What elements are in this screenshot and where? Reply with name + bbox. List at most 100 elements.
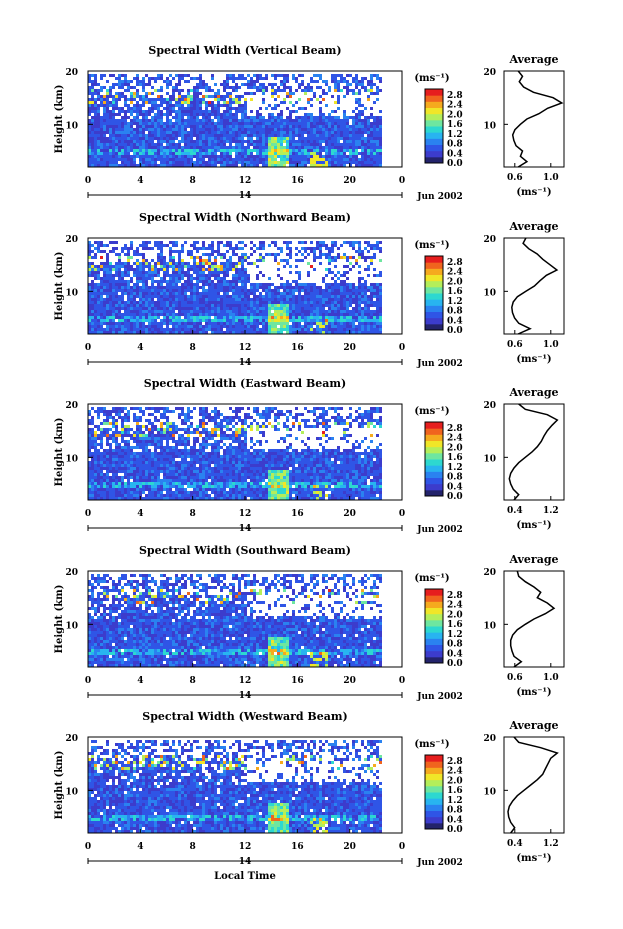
heatmap-cell	[91, 143, 94, 146]
heatmap-cell	[112, 101, 115, 104]
heatmap-cell	[196, 137, 199, 140]
heatmap-cell	[196, 268, 199, 271]
heatmap-cell	[175, 319, 178, 322]
heatmap-cell	[367, 80, 370, 83]
heatmap-cell	[88, 140, 91, 143]
heatmap-cell	[148, 161, 151, 164]
heatmap-cell	[205, 253, 208, 256]
heatmap-cell	[247, 149, 250, 152]
heatmap-cell	[223, 310, 226, 313]
heatmap-cell	[358, 89, 361, 92]
heatmap-cell	[364, 322, 367, 325]
heatmap-cell	[199, 280, 202, 283]
heatmap-cell	[205, 86, 208, 89]
heatmap-cell	[160, 280, 163, 283]
heatmap-cell	[124, 128, 127, 131]
heatmap-cell	[112, 119, 115, 122]
heatmap-cell	[136, 122, 139, 125]
heatmap-cell	[187, 125, 190, 128]
heatmap-cell	[94, 122, 97, 125]
heatmap-cell	[295, 310, 298, 313]
heatmap-cell	[337, 80, 340, 83]
heatmap-cell	[229, 259, 232, 262]
heatmap-cell	[223, 292, 226, 295]
heatmap-cell	[91, 98, 94, 101]
heatmap-cell	[250, 304, 253, 307]
heatmap-cell	[199, 247, 202, 250]
heatmap-cell	[112, 313, 115, 316]
heatmap-cell	[274, 158, 277, 161]
heatmap-cell	[325, 319, 328, 322]
heatmap-cell	[124, 74, 127, 77]
heatmap-cell	[148, 310, 151, 313]
heatmap-cell	[151, 137, 154, 140]
heatmap-cell	[127, 158, 130, 161]
heatmap-cell	[298, 298, 301, 301]
heatmap-cell	[151, 268, 154, 271]
heatmap-cell	[319, 286, 322, 289]
heatmap-cell	[325, 410, 328, 413]
heatmap-cell	[283, 128, 286, 131]
heatmap-cell	[211, 410, 214, 413]
heatmap-cell	[379, 295, 382, 298]
heatmap-cell	[205, 149, 208, 152]
heatmap-cell	[358, 113, 361, 116]
heatmap-cell	[376, 86, 379, 89]
heatmap-cell	[145, 407, 148, 410]
heatmap-cell	[241, 313, 244, 316]
heatmap-cell	[262, 304, 265, 307]
heatmap-cell	[235, 413, 238, 416]
heatmap-cell	[322, 407, 325, 410]
heatmap-cell	[118, 98, 121, 101]
heatmap-cell	[310, 149, 313, 152]
heatmap-cell	[166, 274, 169, 277]
heatmap-cell	[307, 83, 310, 86]
heatmap-cell	[196, 101, 199, 104]
heatmap-cell	[133, 307, 136, 310]
heatmap-cell	[349, 292, 352, 295]
heatmap-cell	[145, 158, 148, 161]
heatmap-cell	[109, 289, 112, 292]
heatmap-cell	[286, 119, 289, 122]
heatmap-cell	[157, 137, 160, 140]
heatmap-cell	[124, 101, 127, 104]
heatmap-cell	[211, 128, 214, 131]
heatmap-cell	[349, 155, 352, 158]
heatmap-cell	[115, 301, 118, 304]
heatmap-cell	[358, 158, 361, 161]
heatmap-cell	[148, 134, 151, 137]
heatmap-cell	[142, 77, 145, 80]
heatmap-cell	[253, 295, 256, 298]
heatmap-cell	[136, 286, 139, 289]
heatmap-cell	[259, 413, 262, 416]
heatmap-cell	[241, 319, 244, 322]
heatmap-cell	[109, 110, 112, 113]
heatmap-cell	[193, 119, 196, 122]
heatmap-cell	[322, 316, 325, 319]
heatmap-cell	[202, 289, 205, 292]
heatmap-cell	[328, 304, 331, 307]
heatmap-cell	[211, 89, 214, 92]
heatmap-cell	[229, 283, 232, 286]
heatmap-cell	[298, 292, 301, 295]
heatmap-cell	[94, 128, 97, 131]
heatmap-cell	[148, 122, 151, 125]
heatmap-cell	[340, 283, 343, 286]
heatmap-cell	[109, 134, 112, 137]
heatmap-cell	[100, 119, 103, 122]
heatmap-cell	[313, 304, 316, 307]
heatmap-cell	[379, 289, 382, 292]
heatmap-cell	[262, 92, 265, 95]
heatmap-cell	[238, 74, 241, 77]
heatmap-cell	[292, 298, 295, 301]
heatmap-cell	[316, 292, 319, 295]
heatmap-cell	[232, 322, 235, 325]
heatmap-cell	[322, 289, 325, 292]
heatmap-cell	[202, 262, 205, 265]
heatmap-cell	[346, 155, 349, 158]
heatmap-cell	[289, 143, 292, 146]
heatmap-cell	[331, 407, 334, 410]
colorbar	[424, 255, 444, 331]
heatmap-cell	[235, 110, 238, 113]
heatmap-cell	[166, 116, 169, 119]
